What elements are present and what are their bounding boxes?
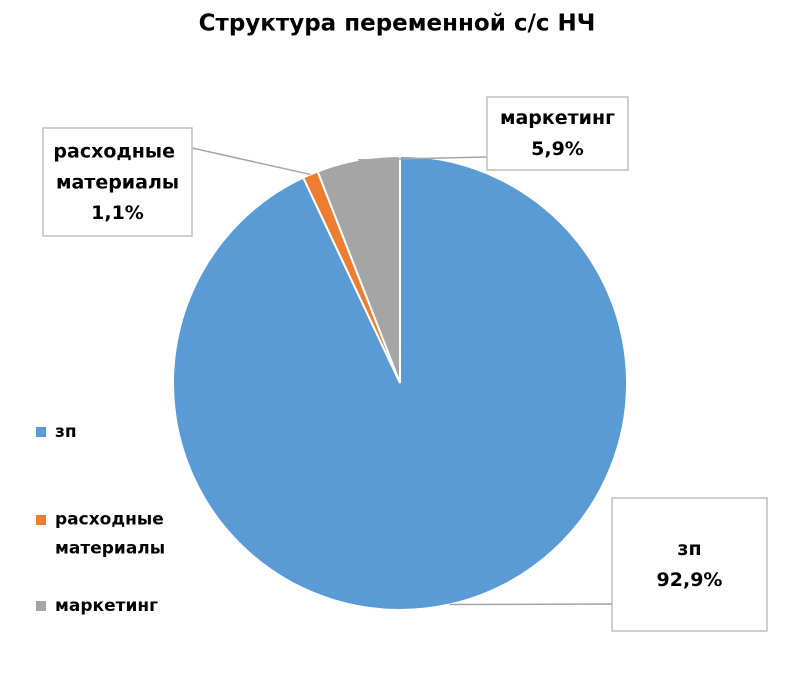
data-label-box	[42, 127, 193, 237]
data-label-name: зп	[677, 538, 701, 560]
legend-swatch	[36, 601, 46, 611]
chart-title: Структура переменной с/с НЧ	[199, 11, 596, 37]
data-label-name: маркетинг	[500, 107, 615, 129]
leader-line	[449, 603, 613, 606]
data-label-name: расходные материалы	[53, 140, 181, 193]
data-label-value: 92,9%	[657, 569, 723, 591]
legend-swatch	[36, 515, 46, 525]
leader-line	[358, 156, 488, 161]
data-label-value: 1,1%	[91, 202, 144, 224]
legend-swatch	[36, 427, 46, 437]
data-label-box	[486, 96, 629, 171]
data-label-box	[611, 497, 768, 632]
legend-label: маркетинг	[55, 596, 158, 616]
data-label-value: 5,9%	[531, 138, 584, 160]
legend-label: зп	[55, 422, 77, 442]
leader-line	[191, 147, 311, 176]
legend-label: расходные материалы	[55, 510, 170, 559]
